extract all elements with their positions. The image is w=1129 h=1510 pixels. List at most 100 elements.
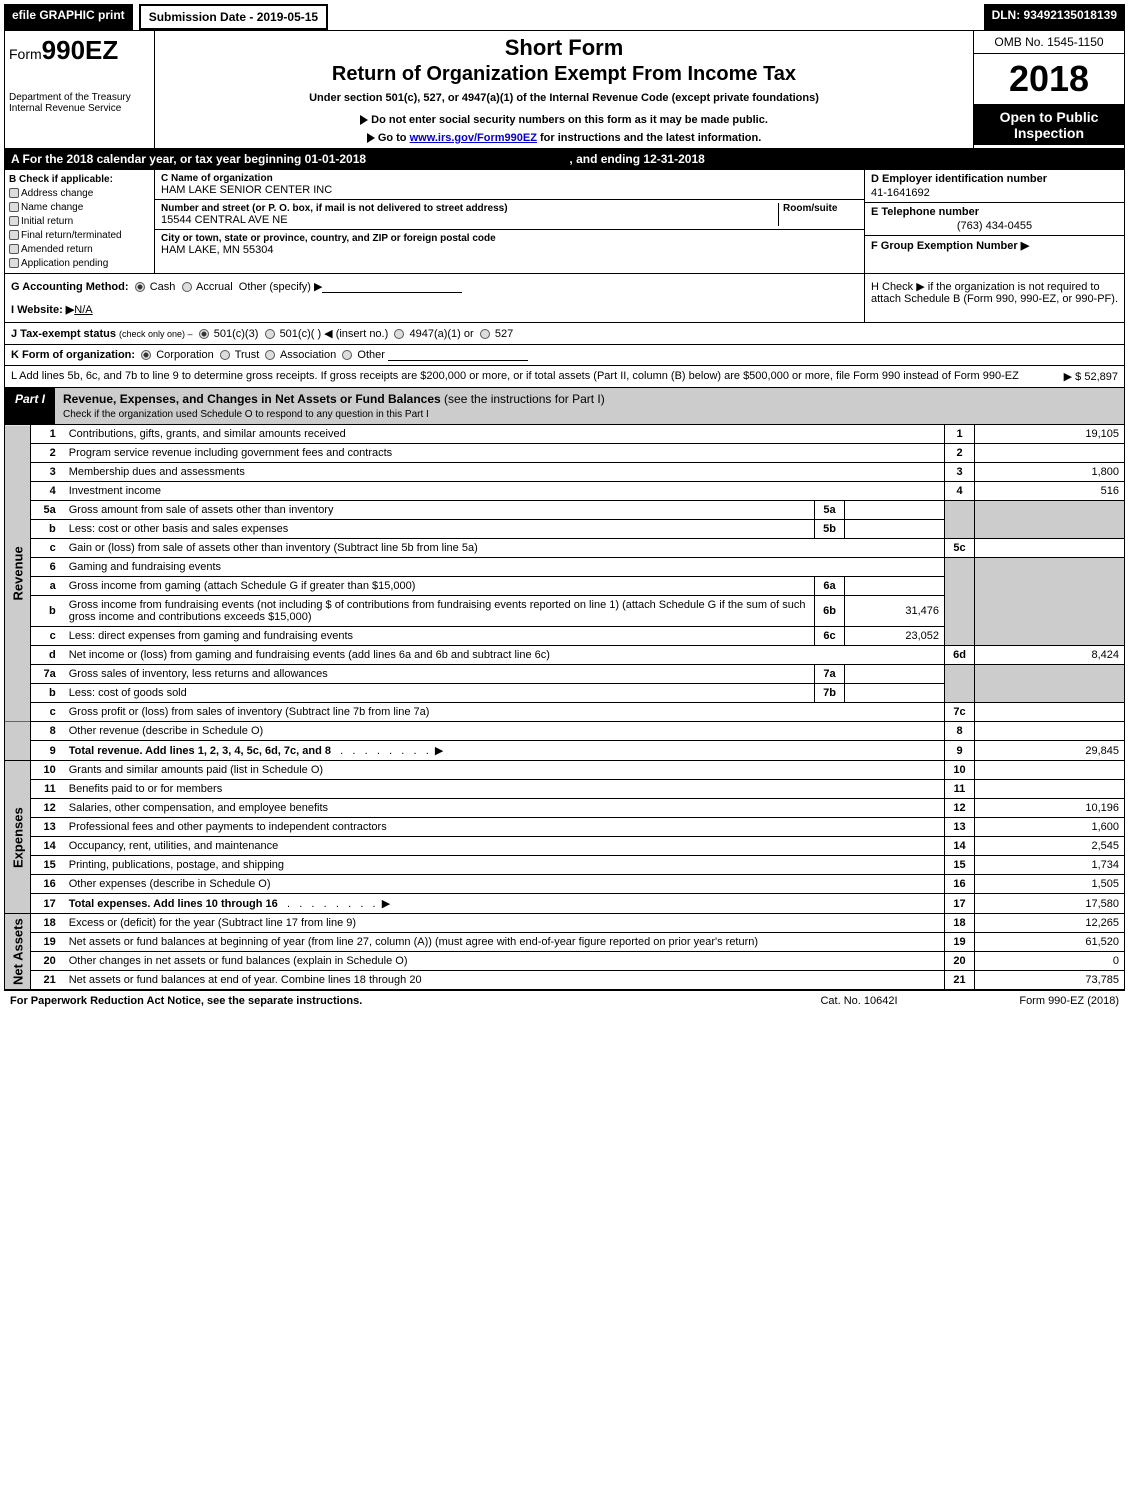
radio-trust-icon[interactable] xyxy=(220,350,230,360)
checkbox-icon xyxy=(9,230,19,240)
radio-corp-icon[interactable] xyxy=(141,350,151,360)
tel-value: (763) 434-0455 xyxy=(871,220,1118,232)
l6d-num: d xyxy=(31,646,64,665)
g-accounting: G Accounting Method: Cash Accrual Other … xyxy=(11,280,858,293)
i-value: N/A xyxy=(74,304,92,316)
page-footer: For Paperwork Reduction Act Notice, see … xyxy=(4,990,1125,1011)
l6d-amt: 8,424 xyxy=(975,646,1125,665)
l7b-num: b xyxy=(31,684,64,703)
irs-link[interactable]: www.irs.gov/Form990EZ xyxy=(410,132,537,144)
submission-date: Submission Date - 2019-05-15 xyxy=(139,4,328,30)
l6a-sub: 6a xyxy=(815,577,845,596)
l2-amt xyxy=(975,444,1125,463)
l13-col: 13 xyxy=(945,818,975,837)
k-opt-corp: Corporation xyxy=(156,349,213,361)
k-other-field[interactable] xyxy=(388,349,528,361)
j-opt-527: 527 xyxy=(495,328,513,340)
k-row: K Form of organization: Corporation Trus… xyxy=(4,345,1125,366)
l19-col: 19 xyxy=(945,933,975,952)
l5a-sub: 5a xyxy=(815,501,845,520)
l17-desc-text: Total expenses. Add lines 10 through 16 xyxy=(69,898,278,910)
line-8: 8 Other revenue (describe in Schedule O)… xyxy=(5,722,1125,741)
l6a-subval xyxy=(845,577,945,596)
line-17: 17 Total expenses. Add lines 10 through … xyxy=(5,894,1125,914)
line-5a: 5a Gross amount from sale of assets othe… xyxy=(5,501,1125,520)
l14-amt: 2,545 xyxy=(975,837,1125,856)
chk-label-address: Address change xyxy=(21,188,93,199)
tel-label: E Telephone number xyxy=(871,206,1118,218)
l18-col: 18 xyxy=(945,914,975,933)
chk-application-pending[interactable]: Application pending xyxy=(9,258,150,269)
l6c-subval: 23,052 xyxy=(845,627,945,646)
l6b-num: b xyxy=(31,596,64,627)
l19-num: 19 xyxy=(31,933,64,952)
part-1-tag: Part I xyxy=(5,388,55,424)
l8-col: 8 xyxy=(945,722,975,741)
l7a-num: 7a xyxy=(31,665,64,684)
l19-amt: 61,520 xyxy=(975,933,1125,952)
radio-501c3-icon[interactable] xyxy=(199,329,209,339)
line-7a: 7a Gross sales of inventory, less return… xyxy=(5,665,1125,684)
ein-label: D Employer identification number xyxy=(871,173,1118,185)
line-14: 14 Occupancy, rent, utilities, and maint… xyxy=(5,837,1125,856)
l9-amt: 29,845 xyxy=(975,741,1125,761)
part-1-header: Part I Revenue, Expenses, and Changes in… xyxy=(4,388,1125,425)
k-label: K Form of organization: xyxy=(11,349,135,361)
l21-desc: Net assets or fund balances at end of ye… xyxy=(64,971,945,990)
l7b-desc: Less: cost of goods sold xyxy=(64,684,815,703)
room-suite-block: Room/suite xyxy=(778,203,858,226)
line-9: 9 Total revenue. Add lines 1, 2, 3, 4, 5… xyxy=(5,741,1125,761)
footer-right: Form 990-EZ (2018) xyxy=(959,995,1119,1007)
l14-num: 14 xyxy=(31,837,64,856)
chk-initial-return[interactable]: Initial return xyxy=(9,216,150,227)
city-cell: City or town, state or province, country… xyxy=(155,230,864,259)
l14-col: 14 xyxy=(945,837,975,856)
org-name-cell: C Name of organization HAM LAKE SENIOR C… xyxy=(155,170,864,200)
triangle-icon xyxy=(360,115,368,125)
l10-desc: Grants and similar amounts paid (list in… xyxy=(64,761,945,780)
radio-4947-icon[interactable] xyxy=(394,329,404,339)
short-form-title: Short Form xyxy=(163,35,965,61)
j-opt-4947: 4947(a)(1) or xyxy=(409,328,473,340)
l6-desc: Gaming and fundraising events xyxy=(64,558,945,577)
line-a-mid: , and ending xyxy=(569,152,643,166)
l7a-subval xyxy=(845,665,945,684)
l20-col: 20 xyxy=(945,952,975,971)
l9-num: 9 xyxy=(31,741,64,761)
line-a-prefix: A For the 2018 calendar year, or tax yea… xyxy=(11,152,305,166)
box-def: D Employer identification number 41-1641… xyxy=(864,170,1124,273)
radio-cash-icon[interactable] xyxy=(135,282,145,292)
street-block: Number and street (or P. O. box, if mail… xyxy=(161,203,778,226)
l15-col: 15 xyxy=(945,856,975,875)
chk-address-change[interactable]: Address change xyxy=(9,188,150,199)
box-b: B Check if applicable: Address change Na… xyxy=(5,170,155,273)
l7ab-amt-grey xyxy=(975,665,1125,703)
l6c-desc: Less: direct expenses from gaming and fu… xyxy=(64,627,815,646)
chk-amended-return[interactable]: Amended return xyxy=(9,244,150,255)
radio-other-icon[interactable] xyxy=(342,350,352,360)
line-6: 6 Gaming and fundraising events xyxy=(5,558,1125,577)
j-opt-501c: 501(c)( ) ◀ (insert no.) xyxy=(280,328,389,340)
chk-final-return[interactable]: Final return/terminated xyxy=(9,230,150,241)
radio-527-icon[interactable] xyxy=(480,329,490,339)
l6c-num: c xyxy=(31,627,64,646)
open-to-public: Open to Public Inspection xyxy=(974,105,1124,145)
g-other-field[interactable] xyxy=(322,281,462,293)
radio-accrual-icon[interactable] xyxy=(182,282,192,292)
chk-label-pending: Application pending xyxy=(21,258,108,269)
radio-501c-icon[interactable] xyxy=(265,329,275,339)
line-1: Revenue 1 Contributions, gifts, grants, … xyxy=(5,425,1125,444)
side-expenses: Expenses xyxy=(5,761,31,914)
chk-name-change[interactable]: Name change xyxy=(9,202,150,213)
line-15: 15 Printing, publications, postage, and … xyxy=(5,856,1125,875)
street-cell: Number and street (or P. O. box, if mail… xyxy=(155,200,864,230)
ein-cell: D Employer identification number 41-1641… xyxy=(865,170,1124,203)
l2-num: 2 xyxy=(31,444,64,463)
l11-amt xyxy=(975,780,1125,799)
l6a-num: a xyxy=(31,577,64,596)
g-h-row: G Accounting Method: Cash Accrual Other … xyxy=(4,274,1125,323)
radio-assoc-icon[interactable] xyxy=(265,350,275,360)
checkbox-icon xyxy=(9,244,19,254)
l4-amt: 516 xyxy=(975,482,1125,501)
l1-col: 1 xyxy=(945,425,975,444)
